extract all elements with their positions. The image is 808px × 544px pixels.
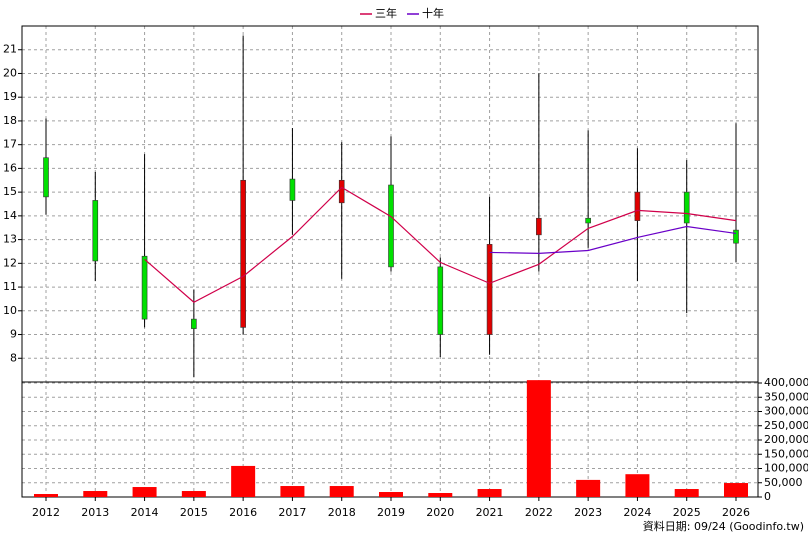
x-tick-label: 2018 — [328, 506, 356, 519]
volume-bar — [34, 494, 58, 497]
y2-tick-label: 150,000 — [764, 447, 808, 460]
candle-body — [536, 217, 542, 236]
y2-tick-label: 300,000 — [764, 405, 808, 418]
volume-bar — [625, 474, 650, 497]
candle-body — [585, 217, 591, 224]
x-tick-label: 2017 — [278, 506, 306, 519]
y-tick-label: 21 — [3, 43, 17, 56]
volume-bar — [132, 487, 157, 497]
y2-tick-label: 200,000 — [764, 433, 808, 446]
x-tick-label: 2013 — [81, 506, 109, 519]
x-tick-label: 2016 — [229, 506, 257, 519]
line-series — [489, 225, 737, 254]
candle-body — [437, 266, 444, 335]
volume-bar — [674, 489, 699, 497]
x-tick-label: 2021 — [476, 506, 504, 519]
x-tick-label: 2020 — [426, 506, 454, 519]
x-tick-label: 2026 — [722, 506, 750, 519]
y-tick-label: 12 — [3, 256, 17, 269]
volume-bar — [329, 486, 354, 497]
x-tick-label: 2024 — [623, 506, 651, 519]
candle-body — [43, 157, 49, 198]
y-tick-label: 9 — [10, 328, 17, 341]
x-tick-label: 2019 — [377, 506, 405, 519]
volume-bar — [724, 483, 748, 497]
volume-bar — [477, 489, 502, 497]
y-tick-label: 19 — [3, 90, 17, 103]
x-tick-label: 2014 — [131, 506, 159, 519]
volume-bar — [379, 492, 403, 497]
x-tick-label: 2022 — [525, 506, 553, 519]
candle-body — [733, 229, 739, 244]
y2-tick-label: 50,000 — [764, 476, 803, 489]
candle-body — [141, 255, 148, 320]
candle-body — [240, 179, 246, 328]
y2-tick-label: 250,000 — [764, 419, 808, 432]
line-series — [144, 186, 737, 303]
x-tick-label: 2012 — [32, 506, 60, 519]
x-tick-label: 2015 — [180, 506, 208, 519]
y-tick-label: 17 — [3, 138, 17, 151]
x-tick-label: 2025 — [673, 506, 701, 519]
y-tick-label: 18 — [3, 114, 17, 127]
candle-body — [486, 244, 493, 335]
candle-body — [634, 191, 641, 221]
y-tick-label: 8 — [10, 351, 17, 364]
x-tick-label: 2023 — [574, 506, 602, 519]
volume-bar — [83, 491, 108, 497]
candle-body — [388, 184, 394, 268]
volume-bar — [526, 380, 551, 497]
y2-tick-label: 400,000 — [764, 376, 808, 389]
candle-body — [191, 318, 197, 329]
legend-label: 十年 — [422, 6, 444, 20]
y-tick-label: 15 — [3, 185, 17, 198]
y2-tick-label: 0 — [764, 490, 771, 503]
y-tick-label: 10 — [3, 304, 17, 317]
y2-tick-label: 350,000 — [764, 390, 808, 403]
candle-body — [289, 178, 296, 201]
volume-bar — [280, 486, 305, 497]
y-tick-label: 13 — [3, 233, 17, 246]
volume-bar — [576, 479, 601, 497]
volume-bar — [231, 465, 256, 497]
y2-tick-label: 100,000 — [764, 462, 808, 475]
volume-bar — [181, 491, 206, 497]
legend-label: 三年 — [375, 6, 397, 20]
y-tick-label: 11 — [3, 280, 17, 293]
y-tick-label: 14 — [3, 209, 17, 222]
y-tick-label: 20 — [3, 66, 17, 79]
candle-body — [338, 179, 345, 204]
volume-bar — [428, 493, 453, 497]
candle-body — [683, 191, 690, 224]
y-tick-label: 16 — [3, 161, 17, 174]
candle-body — [92, 200, 99, 262]
footnote: 資料日期: 09/24 (Goodinfo.tw) — [643, 519, 804, 533]
